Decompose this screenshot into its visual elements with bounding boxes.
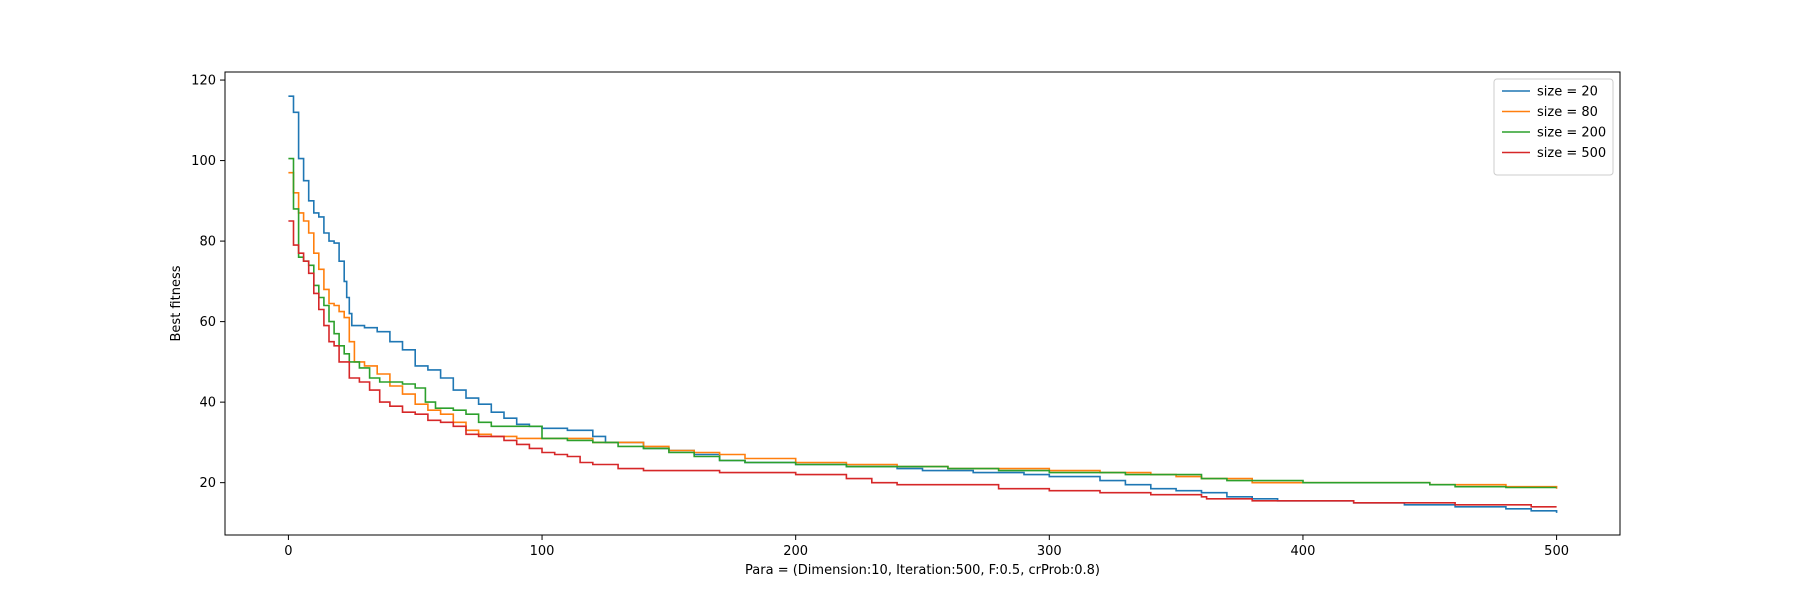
legend-label: size = 200 (1537, 126, 1606, 141)
series-line-0 (288, 95, 1558, 513)
series-line-3 (288, 220, 1557, 508)
y-tick-label: 80 (199, 235, 216, 250)
legend-label: size = 500 (1537, 146, 1606, 161)
plot-area (225, 72, 1620, 535)
x-tick-label: 100 (530, 544, 555, 559)
x-tick-label: 400 (1291, 544, 1316, 559)
x-tick-label: 300 (1037, 544, 1062, 559)
x-axis-label: Para = (Dimension:10, Iteration:500, F:0… (745, 563, 1100, 578)
legend-label: size = 80 (1537, 105, 1598, 120)
x-axis: 0 100 200 300 400 500 (284, 535, 1569, 559)
legend: size = 20 size = 80 size = 200 size = 500 (1493, 78, 1614, 176)
plot-frame (224, 71, 1621, 536)
series-layer (288, 95, 1558, 513)
legend-box (1493, 78, 1614, 176)
y-tick-label: 40 (199, 396, 216, 411)
y-tick-label: 100 (191, 154, 216, 169)
x-tick-label: 200 (783, 544, 808, 559)
y-axis-label: Best fitness (169, 265, 184, 341)
y-tick-label: 20 (199, 476, 216, 491)
y-tick-label: 60 (199, 315, 216, 330)
series-line-2 (288, 157, 1557, 489)
y-tick-label: 120 (191, 74, 216, 89)
legend-label: size = 20 (1537, 85, 1598, 100)
x-tick-label: 500 (1544, 544, 1569, 559)
y-axis: 20 40 60 80 100 120 (191, 74, 225, 491)
x-tick-label: 0 (284, 544, 292, 559)
